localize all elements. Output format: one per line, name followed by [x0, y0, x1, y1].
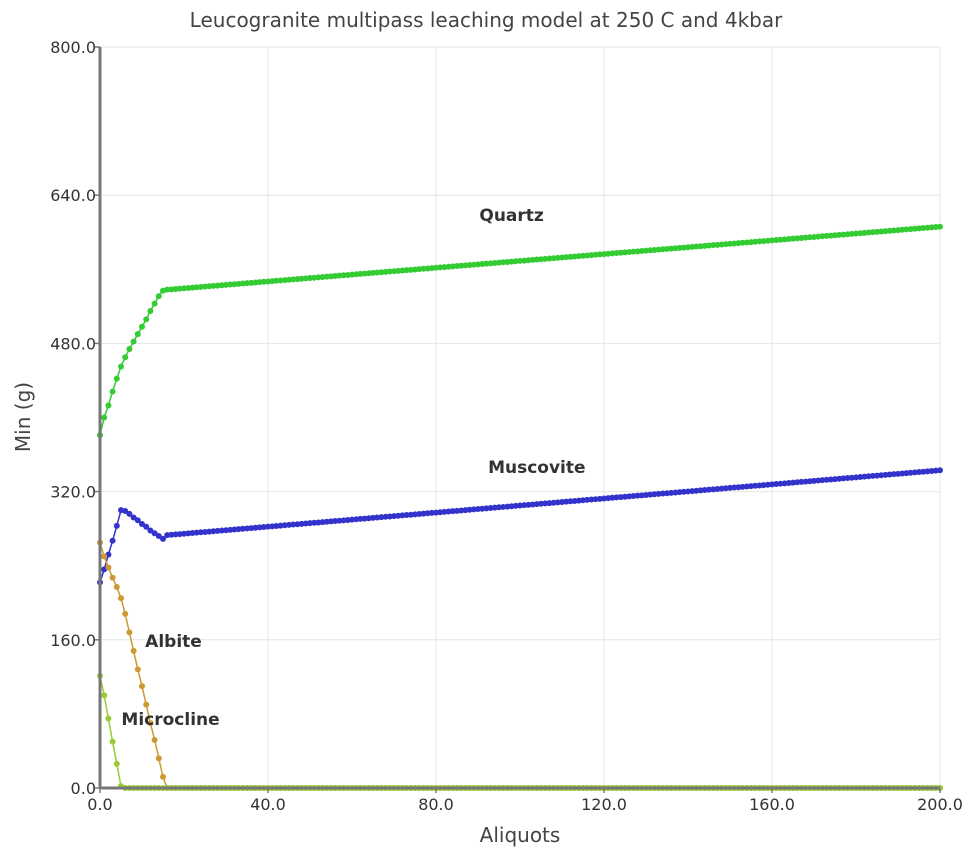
data-point	[134, 517, 141, 524]
series-muscovite	[97, 467, 943, 586]
x-tick-label: 120.0	[581, 795, 627, 814]
data-point	[113, 375, 120, 382]
data-point	[109, 388, 116, 395]
y-tick-label: 800.0	[50, 38, 96, 57]
data-point	[143, 523, 150, 530]
data-point	[109, 537, 116, 544]
data-point	[143, 316, 150, 323]
data-point	[155, 755, 162, 762]
y-axis-label: Min (g)	[11, 382, 35, 452]
data-point	[130, 338, 137, 345]
series-line	[99, 675, 940, 789]
annotation-microcline: Microcline	[121, 710, 219, 730]
data-point	[105, 715, 112, 722]
data-point	[130, 647, 137, 654]
data-point	[118, 363, 124, 370]
annotation-albite: Albite	[145, 632, 202, 652]
data-point	[105, 564, 112, 571]
data-point	[134, 666, 141, 673]
data-point	[105, 402, 112, 409]
annotation-muscovite: Muscovite	[488, 458, 585, 478]
data-point	[126, 345, 133, 352]
y-tick-label: 160.0	[50, 631, 96, 650]
data-point	[126, 510, 133, 517]
data-point	[101, 553, 108, 560]
data-point	[101, 692, 108, 699]
grid	[100, 46, 941, 788]
data-point	[160, 535, 166, 542]
data-point	[139, 683, 145, 690]
data-point	[143, 701, 150, 708]
series-line	[99, 542, 940, 789]
data-point	[147, 307, 154, 314]
data-point	[160, 773, 166, 780]
y-tick-label: 320.0	[50, 483, 96, 502]
data-point	[122, 610, 129, 617]
x-tick-label: 40.0	[250, 795, 286, 814]
y-tick-label: 0.0	[71, 779, 96, 798]
x-axis-label: Aliquots	[480, 823, 561, 847]
data-point	[118, 595, 124, 602]
series-albite	[97, 539, 943, 791]
data-point	[134, 331, 141, 338]
x-tick-label: 0.0	[87, 795, 112, 814]
plot-area	[97, 223, 943, 791]
series-microcline	[97, 672, 943, 791]
data-point	[139, 323, 145, 330]
x-tick-label: 200.0	[917, 795, 963, 814]
annotation-quartz: Quartz	[479, 206, 544, 226]
y-tick-label: 480.0	[50, 334, 96, 353]
data-point	[122, 354, 129, 361]
data-point	[113, 760, 120, 767]
data-point	[937, 223, 943, 230]
annotations: Quartz Muscovite Albite Microcline	[121, 206, 585, 730]
series-line	[99, 469, 941, 583]
data-point	[109, 738, 116, 745]
data-point	[151, 736, 158, 743]
data-point	[113, 522, 120, 529]
data-point	[147, 720, 154, 727]
y-tick-label: 640.0	[50, 186, 96, 205]
data-point	[101, 414, 108, 421]
series-quartz	[97, 223, 943, 439]
chart-title: Leucogranite multipass leaching model at…	[190, 8, 783, 32]
x-tick-label: 80.0	[418, 795, 454, 814]
data-point	[151, 300, 158, 307]
data-point	[937, 467, 943, 474]
axes: 0.0 40.0 80.0 120.0 160.0 200.0 0.0 160.0 320.0 4…	[50, 38, 963, 814]
data-point	[126, 629, 133, 636]
data-point	[109, 574, 116, 581]
data-point	[155, 293, 162, 300]
data-point	[113, 584, 120, 590]
x-tick-label: 160.0	[749, 795, 795, 814]
